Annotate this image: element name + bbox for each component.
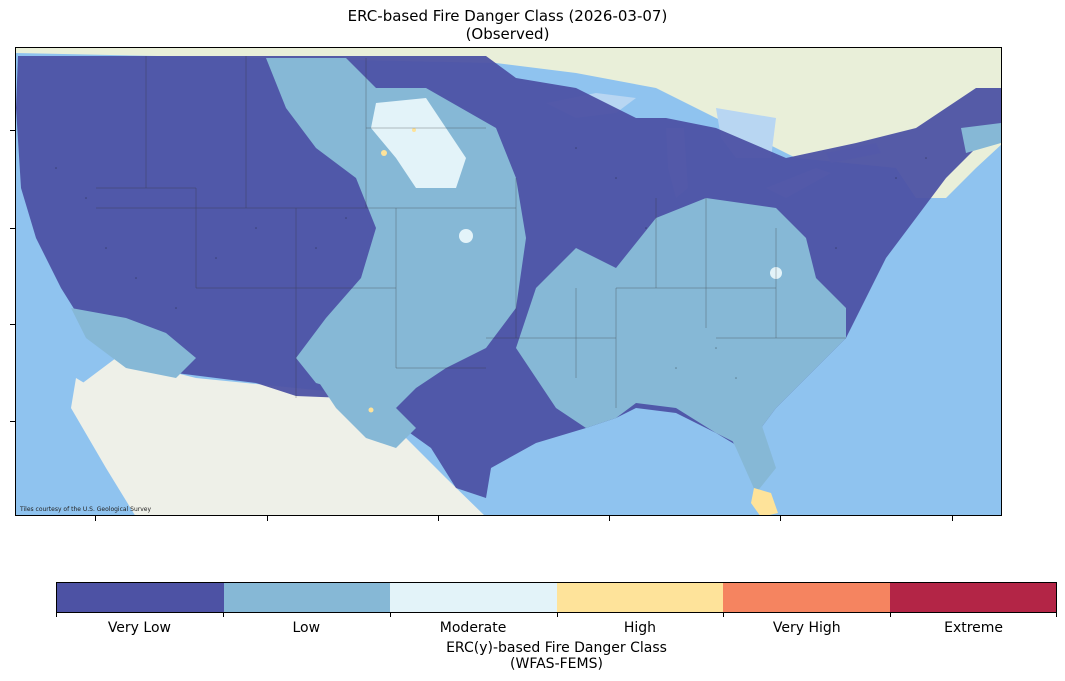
zone-low-california [71, 308, 196, 378]
map-canvas [16, 48, 1001, 515]
zone-low-maine [961, 123, 1001, 153]
x-tick [780, 516, 781, 521]
colorbar-title: ERC(y)-based Fire Danger Class (WFAS-FEM… [56, 640, 1057, 672]
colorbar-tick [890, 613, 892, 617]
zone-moderate-spot [459, 229, 473, 243]
zone-moderate-dakotas [371, 98, 466, 188]
zone-high-south-florida [751, 488, 778, 515]
colorbar-segment-extreme [889, 583, 1056, 612]
colorbar-label: Moderate [439, 620, 507, 636]
colorbar-label: Very Low [107, 620, 171, 636]
zone-high-spot [381, 150, 387, 156]
y-tick [10, 228, 15, 229]
map-panel[interactable]: Tiles courtesy of the U.S. Geological Su… [15, 47, 1002, 516]
zone-high-spot [412, 128, 416, 132]
colorbar-title-line-1: ERC(y)-based Fire Danger Class [446, 640, 667, 656]
colorbar [56, 582, 1057, 613]
colorbar-label: Extreme [944, 620, 1004, 636]
colorbar-tick [56, 613, 57, 617]
colorbar-label: Very High [772, 620, 841, 636]
title-line-1: ERC-based Fire Danger Class (2026-03-07) [347, 7, 668, 25]
x-tick [95, 516, 96, 521]
colorbar-tick [389, 613, 391, 617]
colorbar-segment-moderate [390, 583, 557, 612]
colorbar-label: Low [292, 620, 321, 636]
x-tick [952, 516, 953, 521]
x-tick [438, 516, 439, 521]
station-markers [55, 147, 927, 379]
zone-high-spot [368, 407, 374, 413]
colorbar-segment-low [223, 583, 390, 612]
colorbar-tick [556, 613, 558, 617]
colorbar-tick [1056, 613, 1057, 617]
map-attribution: Tiles courtesy of the U.S. Geological Su… [20, 506, 152, 513]
x-tick [267, 516, 268, 521]
y-tick [10, 130, 15, 131]
chart-title: ERC-based Fire Danger Class (2026-03-07)… [0, 7, 1015, 43]
colorbar-label: High [623, 620, 656, 636]
colorbar-tick [723, 613, 725, 617]
zone-low-texas-west [316, 378, 416, 448]
title-line-2: (Observed) [465, 25, 550, 43]
y-tick [10, 324, 15, 325]
zone-low-florida [716, 408, 776, 493]
y-tick [10, 421, 15, 422]
colorbar-tick [222, 613, 224, 617]
state-borders [96, 56, 846, 408]
canada-land [16, 48, 1001, 198]
x-tick [609, 516, 610, 521]
mexico-land [76, 358, 484, 515]
colorbar-title-line-2: (WFAS-FEMS) [510, 656, 603, 672]
zone-low-southeast [516, 198, 846, 458]
colorbar-segment-very-high [723, 583, 890, 612]
colorbar-segment-very-low [57, 583, 224, 612]
baja-land [71, 378, 156, 515]
colorbar-segment-high [556, 583, 723, 612]
